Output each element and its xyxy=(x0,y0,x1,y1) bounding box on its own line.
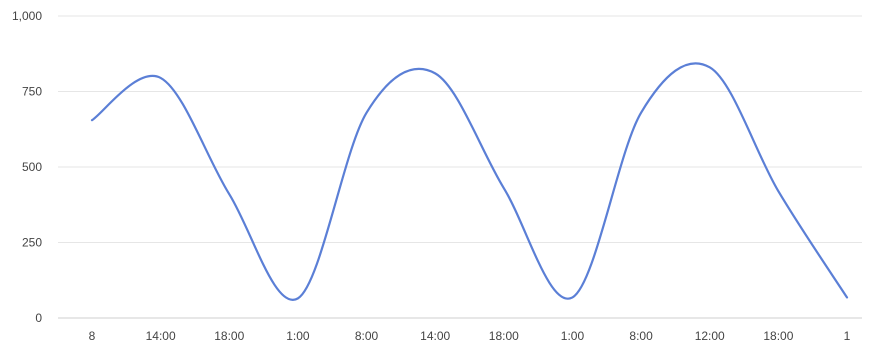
grid-layer xyxy=(58,15,862,319)
x-tick-label: 18:00 xyxy=(489,329,519,343)
y-tick-label: 750 xyxy=(22,85,42,99)
data-point xyxy=(366,112,368,114)
x-axis-ticks: 8 14:00 18:00 1:00 8:00 14:00 18:00 1:00 8:00 12:… xyxy=(89,329,851,343)
data-point xyxy=(297,297,299,299)
y-tick-label: 250 xyxy=(22,236,42,250)
data-point xyxy=(228,193,230,195)
data-point xyxy=(160,77,162,79)
y-tick-label: 1,000 xyxy=(12,9,42,23)
x-tick-label: 8:00 xyxy=(629,329,653,343)
series-layer xyxy=(90,62,849,301)
x-tick-label: 1:00 xyxy=(561,329,585,343)
data-point xyxy=(777,190,779,192)
data-point xyxy=(640,112,642,114)
x-tick-label: 8:00 xyxy=(355,329,379,343)
x-tick-label: 1:00 xyxy=(286,329,310,343)
data-point xyxy=(709,66,711,68)
y-axis-ticks: 0 250 500 750 1,000 xyxy=(12,9,42,325)
y-tick-label: 0 xyxy=(35,311,42,325)
x-tick-label: 18:00 xyxy=(763,329,793,343)
x-tick-label: 14:00 xyxy=(420,329,450,343)
data-point xyxy=(434,72,436,74)
series-line xyxy=(90,62,849,301)
x-tick-label: 8 xyxy=(89,329,96,343)
y-tick-label: 500 xyxy=(22,160,42,174)
data-point xyxy=(571,296,573,298)
data-point xyxy=(91,119,93,121)
data-point xyxy=(503,187,505,189)
x-tick-label: 18:00 xyxy=(214,329,244,343)
data-point xyxy=(846,296,848,298)
x-tick-label: 1 xyxy=(844,329,851,343)
x-tick-label: 12:00 xyxy=(695,329,725,343)
x-tick-label: 14:00 xyxy=(146,329,176,343)
